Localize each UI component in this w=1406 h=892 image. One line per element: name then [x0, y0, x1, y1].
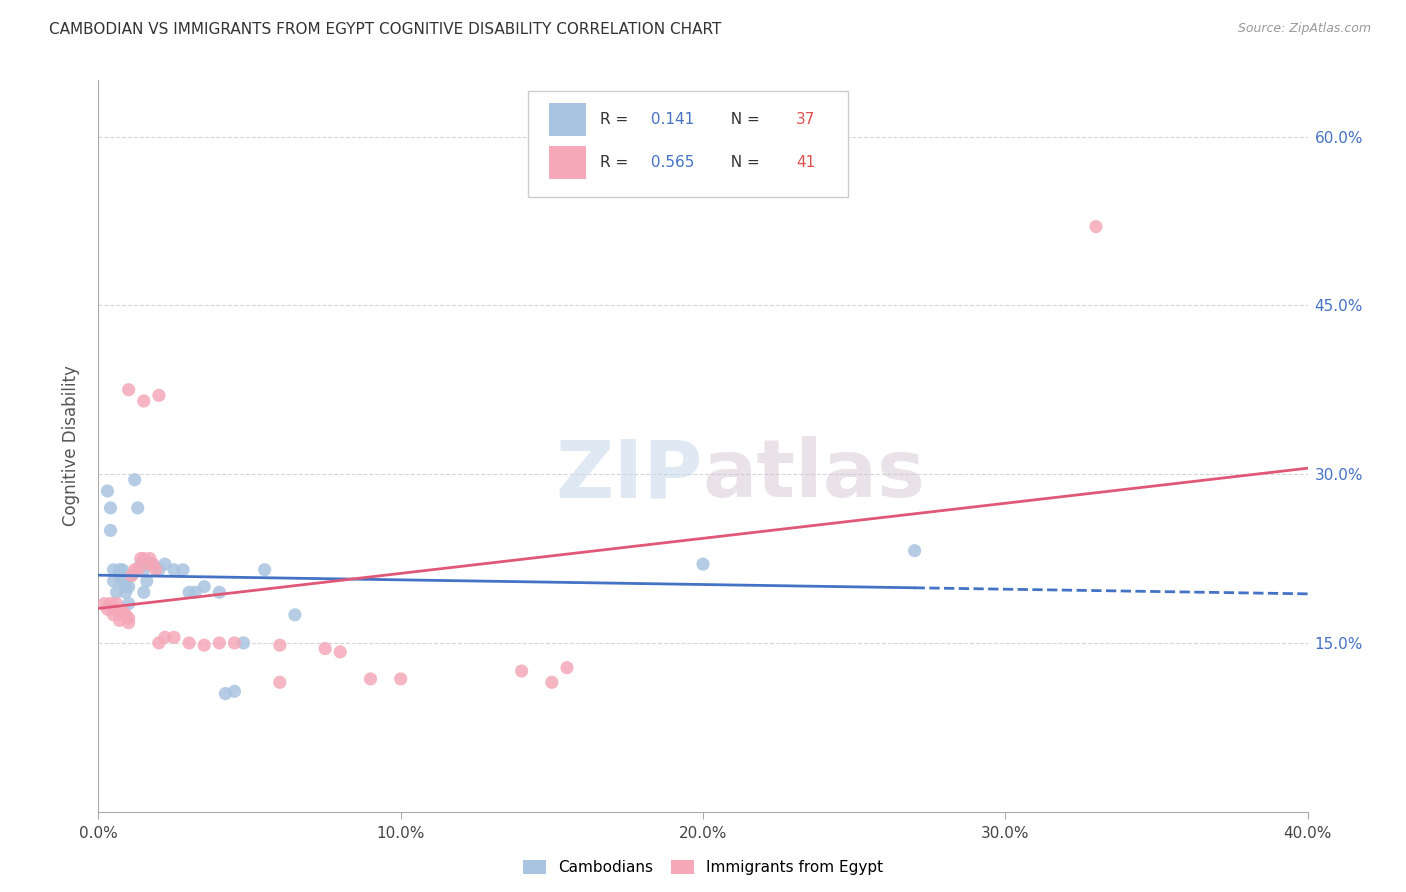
Y-axis label: Cognitive Disability: Cognitive Disability [62, 366, 80, 526]
Point [269, 638, 291, 652]
Text: atlas: atlas [703, 436, 927, 515]
Point [148, 388, 170, 402]
Point [692, 557, 714, 571]
Point [232, 636, 254, 650]
Point [129, 557, 152, 571]
Point [224, 684, 246, 698]
Point [253, 563, 276, 577]
Point [179, 585, 201, 599]
Point [114, 585, 136, 599]
Point [108, 607, 131, 622]
Point [145, 563, 167, 577]
Point [124, 563, 146, 577]
Point [118, 597, 141, 611]
Point [1085, 219, 1108, 234]
Point [103, 574, 125, 588]
Point [510, 664, 533, 678]
Point [132, 551, 155, 566]
Text: N =: N = [721, 155, 765, 170]
Point [148, 636, 170, 650]
Point [118, 383, 141, 397]
Point [108, 568, 131, 582]
Point [163, 630, 186, 644]
Point [540, 675, 562, 690]
Point [360, 672, 382, 686]
Point [142, 557, 165, 571]
Point [389, 672, 412, 686]
Point [96, 483, 118, 498]
Point [127, 563, 149, 577]
Point [284, 607, 307, 622]
Point [132, 394, 155, 409]
Text: 37: 37 [796, 112, 815, 127]
Point [121, 568, 143, 582]
Point [314, 641, 336, 656]
Text: 0.141: 0.141 [647, 112, 695, 127]
Point [105, 597, 128, 611]
Point [111, 604, 134, 618]
Point [139, 551, 162, 566]
Point [135, 574, 157, 588]
Point [129, 551, 152, 566]
Point [193, 580, 215, 594]
Point [100, 524, 122, 538]
Point [118, 615, 141, 630]
Point [103, 607, 125, 622]
Point [111, 574, 134, 588]
Point [148, 563, 170, 577]
Text: ZIP: ZIP [555, 436, 703, 515]
Point [103, 602, 125, 616]
Point [904, 543, 927, 558]
Text: 41: 41 [796, 155, 815, 170]
Point [96, 602, 118, 616]
Point [224, 636, 246, 650]
Point [179, 636, 201, 650]
Point [93, 597, 115, 611]
Text: N =: N = [721, 112, 765, 127]
Point [555, 661, 578, 675]
Point [153, 630, 176, 644]
Point [118, 580, 141, 594]
Point [132, 585, 155, 599]
Text: R =: R = [600, 112, 633, 127]
Point [172, 563, 194, 577]
Point [208, 636, 231, 650]
Point [108, 563, 131, 577]
Point [114, 607, 136, 622]
Text: Source: ZipAtlas.com: Source: ZipAtlas.com [1237, 22, 1371, 36]
Point [108, 614, 131, 628]
Legend: Cambodians, Immigrants from Egypt: Cambodians, Immigrants from Egypt [517, 855, 889, 880]
FancyBboxPatch shape [550, 146, 586, 179]
Point [142, 557, 165, 571]
Point [269, 675, 291, 690]
Point [121, 568, 143, 582]
Text: CAMBODIAN VS IMMIGRANTS FROM EGYPT COGNITIVE DISABILITY CORRELATION CHART: CAMBODIAN VS IMMIGRANTS FROM EGYPT COGNI… [49, 22, 721, 37]
Point [127, 500, 149, 515]
Point [100, 500, 122, 515]
Point [193, 638, 215, 652]
Point [132, 563, 155, 577]
Text: R =: R = [600, 155, 633, 170]
Point [184, 585, 207, 599]
Point [163, 563, 186, 577]
Point [103, 563, 125, 577]
Point [100, 597, 122, 611]
Point [135, 557, 157, 571]
Point [111, 563, 134, 577]
Point [118, 611, 141, 625]
Point [208, 585, 231, 599]
Point [214, 687, 236, 701]
Point [114, 580, 136, 594]
FancyBboxPatch shape [550, 103, 586, 136]
Point [329, 645, 352, 659]
Point [153, 557, 176, 571]
Text: 0.565: 0.565 [647, 155, 695, 170]
Point [105, 585, 128, 599]
Point [124, 473, 146, 487]
FancyBboxPatch shape [527, 91, 848, 197]
